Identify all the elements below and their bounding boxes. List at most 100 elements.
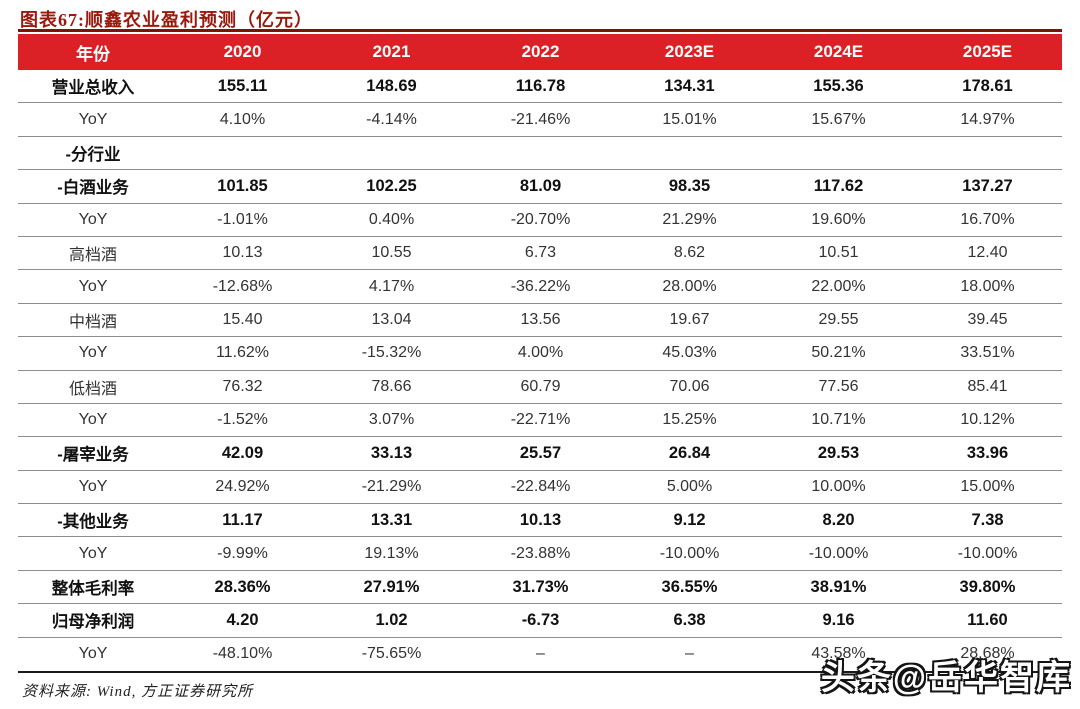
cell-value: 11.17 xyxy=(222,510,263,529)
row-label: -白酒业务 xyxy=(57,179,129,198)
cell-value: 11.60 xyxy=(967,610,1008,629)
cell-value: 9.12 xyxy=(673,510,706,529)
cell-value: 4.17% xyxy=(368,277,415,295)
cell-value: 28.36% xyxy=(214,577,271,596)
cell-value: 8.20 xyxy=(822,510,855,529)
header-cell-label: 年份 xyxy=(76,44,110,64)
cell-value: 19.67 xyxy=(669,310,710,328)
cell-value: -12.68% xyxy=(212,277,273,295)
row-label: YoY xyxy=(78,344,108,362)
figure-name: 顺鑫农业盈利预测（亿元） xyxy=(85,10,313,30)
cell-value: 13.56 xyxy=(520,310,561,328)
cell-value: 28.00% xyxy=(662,277,717,295)
cell-value: 4.00% xyxy=(517,344,564,362)
cell-value: 29.55 xyxy=(818,310,859,328)
cell-value: -10.00% xyxy=(808,544,869,562)
cell-value: 18.00% xyxy=(960,277,1015,295)
cell-value: 85.41 xyxy=(967,377,1008,395)
table-row: -分行业 xyxy=(18,137,1062,171)
table-row: 归母净利润 4.20 1.02 -6.73 6.38 9.16 11.60 xyxy=(18,604,1062,638)
table-row: -屠宰业务 42.09 33.13 25.57 26.84 29.53 33.96 xyxy=(18,437,1062,471)
table-row: YoY 11.62% -15.32% 4.00% 45.03% 50.21% 33.51% xyxy=(18,337,1062,371)
cell-value: -22.84% xyxy=(510,477,571,495)
row-label: 整体毛利率 xyxy=(51,580,135,599)
cell-value: 98.35 xyxy=(668,176,711,195)
header-cell-year: 2020 xyxy=(223,42,262,61)
table-row: YoY -12.68% 4.17% -36.22% 28.00% 22.00% 18.00% xyxy=(18,270,1062,304)
cell-value: 24.92% xyxy=(215,477,270,495)
cell-value: 3.07% xyxy=(368,411,415,429)
table-row: YoY -9.99% 19.13% -23.88% -10.00% -10.00% -10.… xyxy=(18,537,1062,571)
cell-value: 42.09 xyxy=(221,443,264,462)
row-label: 中档酒 xyxy=(68,313,117,331)
cell-value: 10.55 xyxy=(371,244,412,262)
header-cell-year: 2025E xyxy=(962,42,1013,61)
cell-value: 117.62 xyxy=(813,176,864,195)
table-row: 高档酒 10.13 10.55 6.73 8.62 10.51 12.40 xyxy=(18,237,1062,271)
cell-value: 10.00% xyxy=(811,477,866,495)
cell-value: 8.62 xyxy=(673,244,706,262)
cell-value: 101.85 xyxy=(217,176,268,195)
row-label: -分行业 xyxy=(65,145,121,164)
cell-value: 15.01% xyxy=(662,110,717,128)
cell-value: 36.55% xyxy=(661,577,718,596)
cell-value: -6.73 xyxy=(521,610,560,629)
header-cell-year: 2023E xyxy=(664,42,715,61)
cell-value: 148.69 xyxy=(366,76,417,95)
cell-value: 15.25% xyxy=(662,411,717,429)
cell-value: 15.67% xyxy=(811,110,866,128)
cell-value: 6.38 xyxy=(673,610,706,629)
figure-title: 图表67:顺鑫农业盈利预测（亿元） xyxy=(20,6,313,32)
cell-value: -48.10% xyxy=(212,645,273,663)
cell-value: -23.88% xyxy=(510,544,571,562)
cell-value: 1.02 xyxy=(375,610,408,629)
cell-value: 31.73% xyxy=(512,577,569,596)
cell-value: 43.58% xyxy=(811,645,866,663)
cell-value: 6.73 xyxy=(524,244,557,262)
cell-value: 10.71% xyxy=(811,411,866,429)
table-body: 营业总收入 155.11 148.69 116.78 134.31 155.36 178.6… xyxy=(18,70,1062,674)
cell-value: 25.57 xyxy=(519,443,562,462)
cell-value: 12.40 xyxy=(967,244,1008,262)
row-label: YoY xyxy=(78,110,108,128)
cell-value: 33.51% xyxy=(960,344,1015,362)
cell-value: 102.25 xyxy=(366,176,417,195)
table-row: -白酒业务 101.85 102.25 81.09 98.35 117.62 137.27 xyxy=(18,170,1062,204)
cell-value: 13.04 xyxy=(371,310,412,328)
cell-value: 11.62% xyxy=(215,344,270,362)
cell-value: 39.80% xyxy=(959,577,1016,596)
cell-value: 77.56 xyxy=(818,377,859,395)
table-row: -其他业务 11.17 13.31 10.13 9.12 8.20 7.38 xyxy=(18,504,1062,538)
table-row: YoY -1.52% 3.07% -22.71% 15.25% 10.71% 10.12% xyxy=(18,404,1062,438)
cell-value: 137.27 xyxy=(962,176,1013,195)
cell-value: 4.10% xyxy=(219,110,266,128)
cell-value: -4.14% xyxy=(366,110,417,128)
cell-value: 155.11 xyxy=(217,76,268,95)
cell-value: -75.65% xyxy=(361,645,422,663)
cell-value: 26.84 xyxy=(668,443,711,462)
cell-value: -20.70% xyxy=(510,210,571,228)
cell-value: 70.06 xyxy=(669,377,710,395)
row-label: YoY xyxy=(78,277,108,295)
cell-value: -21.46% xyxy=(510,110,571,128)
table-row: 低档酒 76.32 78.66 60.79 70.06 77.56 85.41 xyxy=(18,371,1062,404)
cell-value: 4.20 xyxy=(226,610,259,629)
row-label: YoY xyxy=(78,210,108,228)
header-cell-year: 2022 xyxy=(521,42,560,61)
cell-value: – xyxy=(685,645,694,663)
cell-value: 33.96 xyxy=(966,443,1009,462)
row-label: YoY xyxy=(78,544,108,562)
cell-value: 29.53 xyxy=(817,443,860,462)
cell-value: 155.36 xyxy=(813,76,864,95)
cell-value: 10.12% xyxy=(960,411,1015,429)
forecast-table: 年份 2020 2021 2022 2023E 2024E 2025E 营业总收入 155.1… xyxy=(18,29,1062,674)
cell-value: -22.71% xyxy=(510,411,571,429)
cell-value: 9.16 xyxy=(822,610,855,629)
row-label: YoY xyxy=(78,477,108,495)
row-label: -其他业务 xyxy=(57,513,129,532)
cell-value: 19.60% xyxy=(811,210,866,228)
cell-value: 14.97% xyxy=(960,110,1015,128)
cell-value: 60.79 xyxy=(520,377,561,395)
cell-value: 27.91% xyxy=(363,577,420,596)
table-row: YoY -1.01% 0.40% -20.70% 21.29% 19.60% 16.70% xyxy=(18,204,1062,237)
